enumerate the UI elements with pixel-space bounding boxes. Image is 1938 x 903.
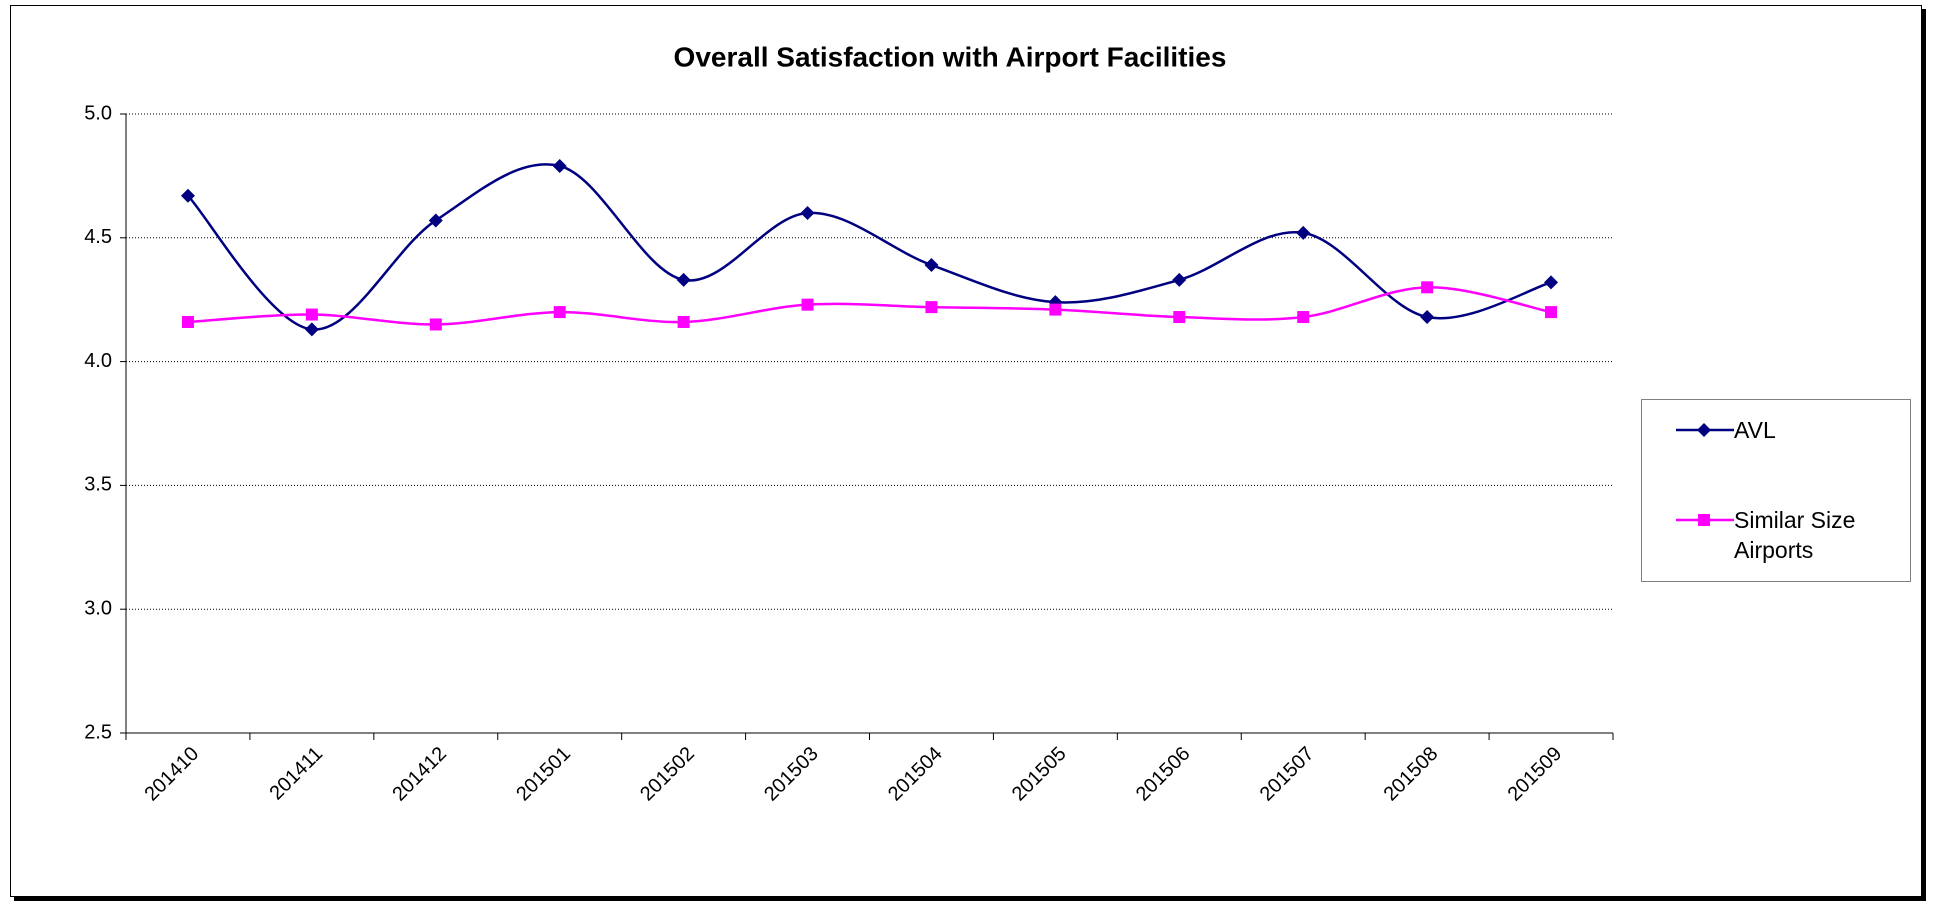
marker (428, 213, 443, 228)
marker (552, 158, 567, 173)
y-tick-label: 5.0 (84, 102, 112, 124)
marker (304, 322, 319, 337)
marker (181, 315, 194, 328)
legend-icon (1676, 514, 1734, 526)
y-tick-label: 3.0 (84, 597, 112, 619)
x-tick-label: 201502 (636, 743, 699, 806)
marker (1697, 423, 1711, 437)
x-tick-label: 201501 (512, 743, 575, 806)
x-tick-label: 201508 (1380, 743, 1443, 806)
legend-label: Similar Size Airports (1734, 507, 1856, 563)
chart-title: Overall Satisfaction with Airport Facili… (674, 41, 1227, 72)
x-tick-label: 201503 (760, 743, 823, 806)
marker (924, 258, 939, 273)
marker (1049, 303, 1062, 316)
marker (1420, 310, 1435, 325)
y-tick-label: 4.5 (84, 226, 112, 248)
y-tick-label: 2.5 (84, 721, 112, 743)
marker (1297, 311, 1310, 324)
x-tick-label: 201410 (140, 743, 203, 806)
marker (676, 272, 691, 287)
series-line (187, 163, 1552, 331)
legend-label: AVL (1734, 417, 1776, 443)
legend: AVL Similar Size Airports (1641, 399, 1911, 582)
x-tick-label: 201412 (388, 743, 451, 806)
legend-item: AVL (1674, 415, 1904, 445)
marker (801, 298, 814, 311)
series-line (187, 286, 1552, 326)
marker (1698, 514, 1710, 526)
marker (800, 206, 815, 221)
marker (429, 318, 442, 331)
x-tick-label: 201504 (884, 743, 947, 806)
marker (553, 306, 566, 319)
legend-icon (1676, 423, 1734, 437)
marker (1296, 225, 1311, 240)
chart-frame (10, 5, 1922, 897)
x-tick-label: 201411 (265, 743, 327, 805)
x-tick-label: 201505 (1008, 743, 1071, 806)
marker (677, 315, 690, 328)
legend-item: Similar Size Airports (1674, 505, 1904, 565)
marker (925, 301, 938, 314)
marker (1421, 281, 1434, 294)
x-tick-label: 201506 (1132, 743, 1195, 806)
marker (305, 308, 318, 321)
marker (1544, 275, 1559, 290)
marker (1545, 306, 1558, 319)
x-tick-label: 201507 (1256, 743, 1319, 806)
marker (1172, 272, 1187, 287)
x-tick-label: 201509 (1504, 743, 1567, 806)
y-tick-label: 3.5 (84, 474, 112, 496)
marker (180, 188, 195, 203)
marker (1173, 311, 1186, 324)
y-tick-label: 4.0 (84, 350, 112, 372)
